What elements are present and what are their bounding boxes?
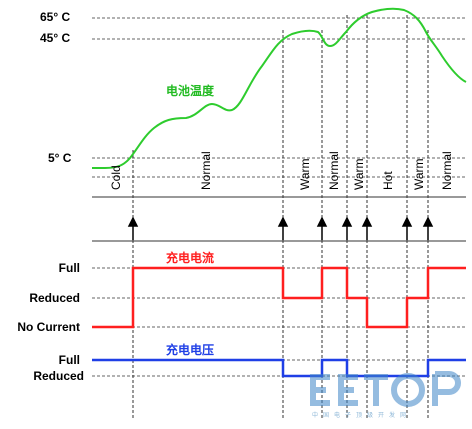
temp-5-label: 5° C: [48, 151, 72, 165]
zone-normal-1: Normal: [199, 151, 213, 190]
current-trace: [92, 266, 466, 329]
zone-warm-1: Warm: [298, 158, 312, 190]
voltage-reduced-label: Reduced: [33, 369, 84, 383]
temp-65-label: 65° C: [40, 10, 71, 24]
zone-normal-3: Normal: [440, 151, 454, 190]
battery-temp-label: 电池温度: [166, 84, 215, 98]
charge-voltage-label: 充电电压: [166, 343, 215, 357]
current-full-label: Full: [58, 261, 80, 275]
zone-cold: Cold: [109, 165, 123, 190]
charge-current-label: 充电电流: [166, 251, 215, 265]
current-reduced-label: Reduced: [29, 291, 80, 305]
watermark-subtitle: 中国电子顶级开发网: [312, 413, 412, 419]
zone-warm-2: Warm: [352, 158, 366, 190]
voltage-trace: [92, 358, 466, 378]
frame-lines: [92, 196, 466, 242]
temperature-curve: [92, 7, 467, 169]
zone-normal-2: Normal: [327, 151, 341, 190]
current-none-label: No Current: [17, 320, 80, 334]
event-arrows: [127, 216, 434, 240]
zone-hot: Hot: [381, 171, 395, 190]
eetop-watermark-logo: [310, 371, 461, 407]
voltage-full-label: Full: [58, 353, 80, 367]
temp-45-label: 45° C: [40, 31, 71, 45]
zone-warm-3: Warm: [412, 158, 426, 190]
